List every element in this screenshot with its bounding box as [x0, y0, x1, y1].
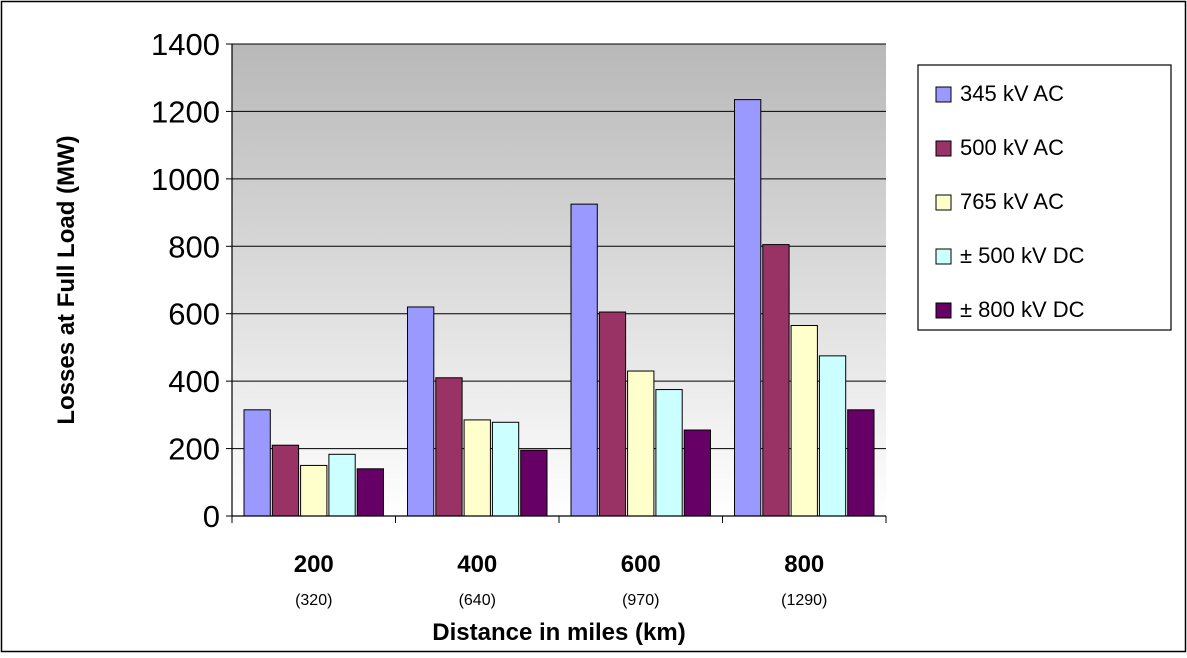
x-axis-label: Distance in miles (km) [432, 619, 685, 646]
y-tick-label: 1400 [151, 27, 220, 62]
legend: 345 kV AC 500 kV AC 765 kV AC ± 500 kV DC ± … [917, 64, 1172, 331]
y-tick-label: 0 [203, 499, 220, 534]
bar-2-200 [271, 444, 300, 517]
bar-5-200 [356, 468, 385, 517]
legend-swatch [935, 86, 952, 103]
legend-swatch [935, 248, 952, 265]
x-tick-label: 600 [621, 551, 661, 578]
y-axis-label: Losses at Full Load (MW) [53, 135, 80, 424]
y-tick-label: 200 [168, 432, 220, 467]
bar-2-600 [598, 311, 627, 517]
legend-label: 345 kV AC [960, 81, 1064, 106]
x-tick-sublabel: (320) [295, 592, 332, 609]
bar-4-400 [491, 421, 520, 517]
y-tick-label: 600 [168, 297, 220, 332]
x-tick-sublabel: (1290) [781, 592, 827, 609]
y-tick-labels: 0 200 400 600 800 1000 1200 1400 [151, 27, 220, 534]
bar-3-200 [300, 464, 328, 517]
bar-4-800 [818, 355, 847, 517]
x-tick-label: 800 [784, 551, 824, 578]
bar-2-400 [435, 377, 463, 517]
bar-5-400 [520, 449, 548, 517]
legend-swatch [935, 302, 952, 319]
bar-1-400 [407, 306, 435, 517]
legend-swatch [935, 194, 952, 211]
y-tick-label: 400 [168, 364, 220, 399]
legend-label: ± 800 kV DC [960, 297, 1085, 322]
axes [226, 43, 887, 523]
legend-label: 765 kV AC [960, 189, 1064, 214]
bar-1-600 [570, 203, 598, 517]
bar-1-200 [243, 409, 271, 517]
x-tick-sublabel: (640) [459, 592, 496, 609]
bar-3-600 [627, 370, 655, 517]
bar-3-800 [790, 325, 818, 517]
legend-label: ± 500 kV DC [960, 243, 1085, 268]
bar-4-200 [328, 453, 356, 517]
x-tick-label: 400 [457, 551, 497, 578]
bar-5-800 [847, 409, 875, 517]
legend-label: 500 kV AC [960, 135, 1064, 160]
bar-2-800 [762, 244, 790, 517]
bar-3-400 [463, 419, 491, 517]
y-tick-label: 1200 [151, 94, 220, 129]
legend-box [917, 64, 1172, 331]
y-tick-label: 800 [168, 229, 220, 264]
bar-4-600 [655, 389, 683, 517]
x-tick-sublabel: (970) [622, 592, 659, 609]
x-tick-label: 200 [294, 551, 334, 578]
bar-1-800 [734, 99, 762, 517]
bar-5-600 [683, 429, 712, 517]
y-tick-label: 1000 [151, 162, 220, 197]
x-tick-labels: 200 (320) 400 (640) 600 (970) 800 (1290) [294, 551, 828, 609]
legend-swatch [935, 140, 952, 157]
